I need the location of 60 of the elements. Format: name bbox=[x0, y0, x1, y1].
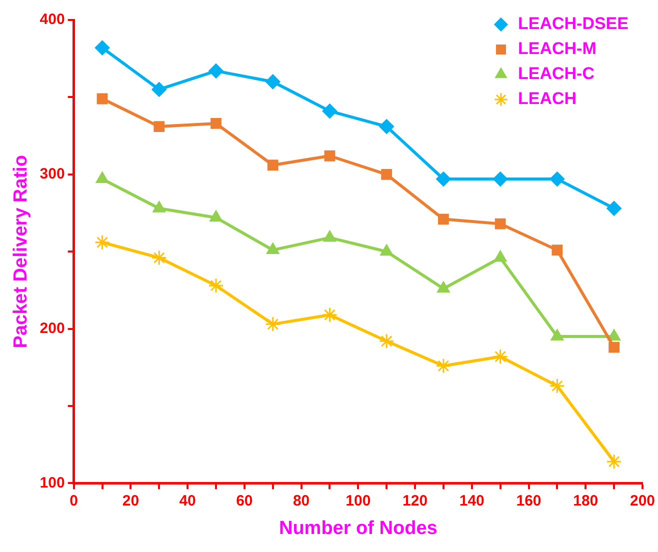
point bbox=[265, 316, 281, 332]
point bbox=[267, 160, 278, 171]
point bbox=[550, 329, 564, 341]
point bbox=[552, 244, 563, 256]
point bbox=[381, 168, 392, 180]
point bbox=[494, 250, 507, 262]
x-tick-label: 100 bbox=[346, 492, 371, 510]
point bbox=[322, 104, 338, 119]
legend-label: LEACH-M bbox=[518, 39, 596, 58]
point bbox=[436, 172, 451, 187]
point bbox=[436, 358, 452, 374]
point bbox=[151, 250, 167, 266]
x-tick-label: 60 bbox=[236, 492, 253, 510]
point bbox=[209, 210, 223, 222]
x-tick-label: 160 bbox=[516, 492, 542, 510]
y-tick-label: 200 bbox=[40, 320, 65, 337]
x-tick-label: 0 bbox=[70, 492, 78, 510]
point bbox=[96, 93, 108, 104]
point bbox=[608, 342, 620, 353]
point bbox=[154, 121, 165, 132]
point bbox=[265, 74, 280, 90]
point bbox=[322, 307, 338, 323]
point bbox=[210, 118, 222, 129]
point bbox=[607, 329, 621, 341]
point bbox=[438, 214, 449, 225]
point bbox=[94, 40, 110, 56]
point bbox=[324, 150, 336, 162]
legend-label: LEACH-DSEE bbox=[518, 14, 628, 34]
point bbox=[606, 454, 622, 470]
legend-label: LEACH-C bbox=[518, 64, 594, 84]
point bbox=[549, 378, 565, 394]
point bbox=[96, 172, 109, 184]
point bbox=[378, 333, 394, 349]
point bbox=[266, 242, 280, 254]
point bbox=[492, 348, 508, 364]
x-tick-label: 140 bbox=[459, 492, 484, 510]
point bbox=[606, 200, 622, 216]
legend-label: LEACH bbox=[518, 89, 577, 108]
point bbox=[380, 244, 394, 256]
x-tick-label: 80 bbox=[292, 492, 310, 510]
x-tick-label: 20 bbox=[122, 492, 140, 510]
point bbox=[208, 278, 224, 294]
x-tick-label: 40 bbox=[179, 492, 196, 510]
point bbox=[208, 63, 224, 78]
point bbox=[492, 172, 508, 187]
point bbox=[379, 119, 394, 134]
x-tick-label: 180 bbox=[573, 492, 598, 510]
x-tick-label: 200 bbox=[630, 492, 655, 510]
point bbox=[94, 234, 110, 250]
y-axis-title: Packet Delivery Ratio bbox=[10, 154, 32, 348]
x-axis-title: Number of Nodes bbox=[278, 518, 438, 539]
point bbox=[550, 172, 565, 187]
point bbox=[436, 281, 450, 293]
point bbox=[323, 230, 336, 242]
y-tick-label: 300 bbox=[40, 166, 65, 183]
x-tick-label: 120 bbox=[402, 492, 428, 510]
point bbox=[494, 218, 506, 230]
y-tick-label: 400 bbox=[40, 11, 65, 28]
point bbox=[152, 82, 167, 97]
y-tick-label: 100 bbox=[40, 474, 65, 492]
